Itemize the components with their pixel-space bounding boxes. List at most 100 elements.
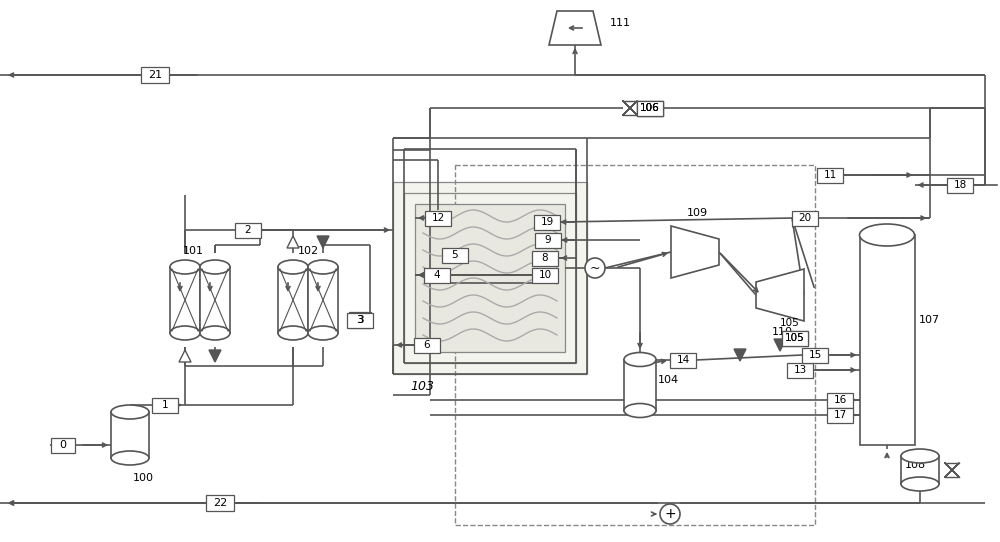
Text: 18: 18 (953, 180, 967, 190)
FancyBboxPatch shape (637, 100, 663, 115)
Text: 110: 110 (772, 327, 792, 337)
FancyBboxPatch shape (349, 312, 371, 328)
FancyBboxPatch shape (637, 100, 663, 115)
Ellipse shape (111, 405, 149, 419)
FancyBboxPatch shape (393, 182, 587, 374)
FancyBboxPatch shape (624, 359, 656, 410)
Text: 16: 16 (833, 395, 847, 405)
Text: 19: 19 (540, 217, 554, 227)
Polygon shape (209, 350, 221, 362)
Circle shape (585, 258, 605, 278)
Text: 14: 14 (676, 355, 690, 365)
Text: 106: 106 (640, 103, 660, 113)
FancyBboxPatch shape (141, 67, 169, 83)
Circle shape (660, 504, 680, 524)
Text: 8: 8 (542, 253, 548, 263)
Text: 11: 11 (823, 170, 837, 180)
Ellipse shape (308, 326, 338, 340)
Text: 106: 106 (640, 103, 660, 113)
Text: 103: 103 (410, 380, 434, 393)
FancyBboxPatch shape (152, 397, 178, 412)
FancyBboxPatch shape (235, 223, 261, 237)
FancyBboxPatch shape (782, 331, 808, 345)
Text: 20: 20 (798, 213, 812, 223)
Text: 105: 105 (785, 333, 805, 343)
FancyBboxPatch shape (792, 210, 818, 225)
Polygon shape (549, 11, 601, 45)
Text: 106: 106 (640, 103, 660, 113)
Text: 109: 109 (686, 208, 708, 218)
Polygon shape (774, 339, 786, 351)
Text: 105: 105 (780, 318, 800, 328)
Ellipse shape (111, 451, 149, 465)
Text: 17: 17 (833, 410, 847, 420)
FancyBboxPatch shape (347, 313, 373, 327)
FancyBboxPatch shape (51, 437, 75, 453)
Polygon shape (317, 236, 329, 248)
FancyBboxPatch shape (206, 495, 234, 511)
Text: 5: 5 (452, 250, 458, 260)
FancyBboxPatch shape (278, 267, 308, 333)
FancyBboxPatch shape (442, 248, 468, 262)
FancyBboxPatch shape (802, 347, 828, 363)
Text: 4: 4 (434, 270, 440, 280)
Ellipse shape (200, 326, 230, 340)
Polygon shape (756, 269, 804, 321)
FancyBboxPatch shape (827, 408, 853, 423)
FancyBboxPatch shape (200, 267, 230, 333)
Ellipse shape (170, 260, 200, 274)
Text: 22: 22 (213, 498, 227, 508)
Ellipse shape (901, 449, 939, 463)
FancyBboxPatch shape (670, 352, 696, 367)
Text: 104: 104 (658, 375, 679, 385)
FancyBboxPatch shape (414, 338, 440, 352)
FancyBboxPatch shape (947, 177, 973, 192)
Ellipse shape (901, 477, 939, 491)
Text: 107: 107 (918, 315, 940, 325)
Ellipse shape (308, 260, 338, 274)
Text: 3: 3 (357, 315, 363, 325)
Text: 111: 111 (610, 18, 631, 28)
Text: 6: 6 (424, 340, 430, 350)
FancyBboxPatch shape (111, 412, 149, 458)
Text: 21: 21 (148, 70, 162, 80)
FancyBboxPatch shape (817, 167, 843, 183)
Text: 12: 12 (431, 213, 445, 223)
Polygon shape (179, 350, 191, 362)
FancyBboxPatch shape (170, 267, 200, 333)
Ellipse shape (624, 403, 656, 417)
Ellipse shape (860, 224, 914, 246)
Polygon shape (734, 349, 746, 361)
Ellipse shape (624, 352, 656, 366)
Text: 13: 13 (793, 365, 807, 375)
Text: 105: 105 (785, 333, 805, 343)
FancyBboxPatch shape (534, 215, 560, 229)
Ellipse shape (278, 260, 308, 274)
Text: 102: 102 (298, 246, 319, 256)
Text: 3: 3 (356, 315, 364, 325)
Text: +: + (664, 507, 676, 521)
FancyBboxPatch shape (637, 100, 663, 115)
Text: 101: 101 (183, 246, 204, 256)
Text: 10: 10 (538, 270, 552, 280)
Text: 15: 15 (808, 350, 822, 360)
Text: 0: 0 (60, 440, 66, 450)
Text: 108: 108 (904, 460, 926, 470)
FancyBboxPatch shape (532, 268, 558, 282)
Ellipse shape (200, 260, 230, 274)
FancyBboxPatch shape (782, 331, 808, 345)
Text: 9: 9 (545, 235, 551, 245)
FancyBboxPatch shape (415, 204, 565, 352)
Text: 1: 1 (162, 400, 168, 410)
Polygon shape (287, 236, 299, 248)
FancyBboxPatch shape (535, 233, 561, 248)
FancyBboxPatch shape (532, 250, 558, 266)
FancyBboxPatch shape (424, 268, 450, 282)
FancyBboxPatch shape (308, 267, 338, 333)
FancyBboxPatch shape (827, 392, 853, 408)
Text: 100: 100 (133, 473, 154, 483)
FancyBboxPatch shape (404, 193, 576, 363)
Ellipse shape (170, 326, 200, 340)
Text: ~: ~ (590, 261, 600, 274)
FancyBboxPatch shape (901, 456, 939, 484)
